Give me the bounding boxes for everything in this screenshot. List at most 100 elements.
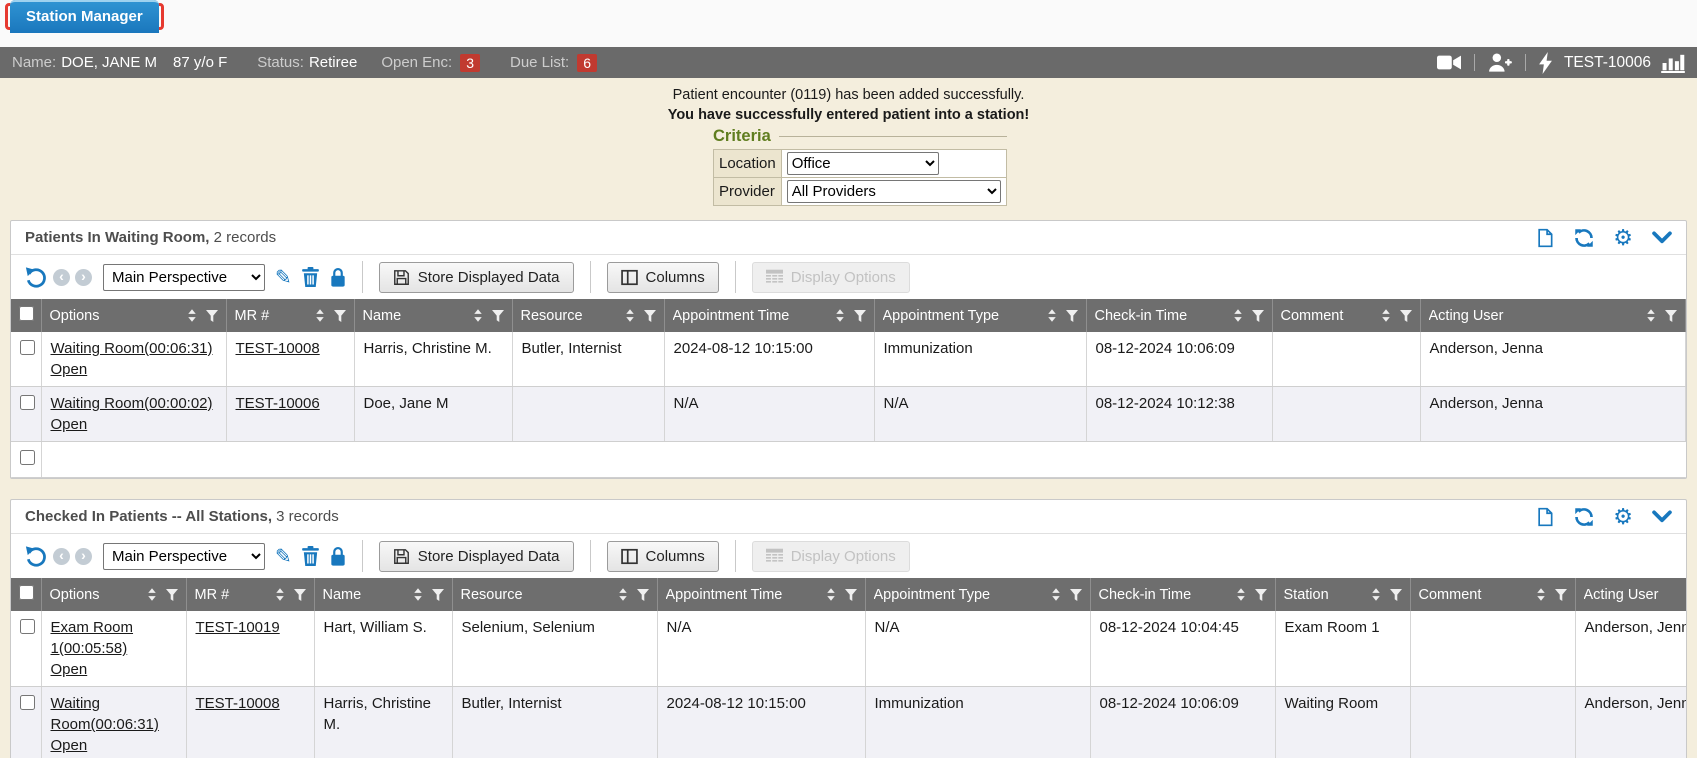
sort-icon[interactable] bbox=[473, 308, 483, 323]
lock-perspective-icon[interactable] bbox=[330, 546, 346, 566]
sort-icon[interactable] bbox=[187, 308, 197, 323]
lightning-bolt-icon[interactable] bbox=[1539, 52, 1552, 74]
collapse-chevron-icon[interactable] bbox=[1652, 231, 1672, 244]
columns-button[interactable]: Columns bbox=[606, 540, 719, 572]
filter-icon[interactable] bbox=[1066, 310, 1078, 322]
video-camera-icon[interactable] bbox=[1437, 55, 1461, 70]
station-link[interactable]: Waiting Room(00:00:02) bbox=[50, 395, 213, 412]
filter-icon[interactable] bbox=[1555, 589, 1567, 601]
filter-icon[interactable] bbox=[1070, 589, 1082, 601]
footer-checkbox[interactable] bbox=[20, 450, 35, 465]
sort-icon[interactable] bbox=[1236, 587, 1246, 602]
sort-icon[interactable] bbox=[1371, 587, 1381, 602]
row-checkbox[interactable] bbox=[20, 340, 35, 355]
bar-chart-icon[interactable] bbox=[1661, 53, 1685, 73]
sort-icon[interactable] bbox=[413, 587, 423, 602]
new-document-icon[interactable] bbox=[1535, 228, 1555, 248]
column-header-station[interactable]: Station bbox=[1275, 578, 1411, 611]
refresh-icon[interactable] bbox=[1574, 228, 1594, 248]
filter-icon[interactable] bbox=[166, 589, 178, 601]
sort-icon[interactable] bbox=[835, 308, 845, 323]
column-header-acting-user[interactable]: Acting User bbox=[1575, 578, 1686, 611]
sort-icon[interactable] bbox=[275, 587, 285, 602]
store-displayed-data-button[interactable]: Store Displayed Data bbox=[378, 540, 574, 572]
filter-icon[interactable] bbox=[637, 589, 649, 601]
column-header-acting-user[interactable]: Acting User bbox=[1420, 299, 1686, 332]
undo-icon[interactable] bbox=[25, 545, 47, 567]
gear-icon[interactable]: ⚙ bbox=[1613, 224, 1633, 250]
filter-icon[interactable] bbox=[854, 310, 866, 322]
sort-icon[interactable] bbox=[1233, 308, 1243, 323]
filter-icon[interactable] bbox=[1255, 589, 1267, 601]
filter-icon[interactable] bbox=[206, 310, 218, 322]
mr-link[interactable]: TEST-10006 bbox=[235, 395, 320, 412]
collapse-chevron-icon[interactable] bbox=[1652, 510, 1672, 523]
open-link[interactable]: Open bbox=[50, 361, 88, 378]
station-link[interactable]: Waiting Room(00:06:31) bbox=[50, 340, 213, 357]
station-link[interactable]: Waiting Room(00:06:31) bbox=[50, 695, 159, 733]
sort-icon[interactable] bbox=[1047, 308, 1057, 323]
column-header-comment[interactable]: Comment bbox=[1410, 578, 1576, 611]
edit-perspective-icon[interactable]: ✎ bbox=[275, 266, 292, 289]
column-header-checkin[interactable]: Check-in Time bbox=[1086, 299, 1273, 332]
open-link[interactable]: Open bbox=[50, 661, 88, 678]
due-list-badge[interactable]: 6 bbox=[577, 53, 597, 72]
column-header-appt-time[interactable]: Appointment Time bbox=[664, 299, 875, 332]
column-header-appt-type[interactable]: Appointment Type bbox=[874, 299, 1087, 332]
filter-icon[interactable] bbox=[1390, 589, 1402, 601]
sort-icon[interactable] bbox=[1381, 308, 1391, 323]
perspective-select[interactable]: Main Perspective bbox=[103, 542, 265, 570]
open-link[interactable]: Open bbox=[50, 416, 88, 433]
filter-icon[interactable] bbox=[334, 310, 346, 322]
undo-icon[interactable] bbox=[25, 266, 47, 288]
lock-perspective-icon[interactable] bbox=[330, 267, 346, 287]
column-header-comment[interactable]: Comment bbox=[1272, 299, 1421, 332]
sort-icon[interactable] bbox=[147, 587, 157, 602]
person-add-icon[interactable] bbox=[1488, 53, 1512, 73]
filter-icon[interactable] bbox=[1400, 310, 1412, 322]
open-enc-badge[interactable]: 3 bbox=[460, 53, 480, 72]
filter-icon[interactable] bbox=[432, 589, 444, 601]
refresh-icon[interactable] bbox=[1574, 507, 1594, 527]
store-displayed-data-button[interactable]: Store Displayed Data bbox=[378, 261, 574, 293]
row-checkbox[interactable] bbox=[20, 395, 35, 410]
gear-icon[interactable]: ⚙ bbox=[1613, 503, 1633, 529]
mr-link[interactable]: TEST-10019 bbox=[195, 619, 280, 636]
sort-icon[interactable] bbox=[1646, 308, 1656, 323]
station-link[interactable]: Exam Room 1(00:05:58) bbox=[50, 619, 134, 657]
mr-link[interactable]: TEST-10008 bbox=[195, 695, 280, 712]
column-header-appt-time[interactable]: Appointment Time bbox=[657, 578, 866, 611]
column-header-name[interactable]: Name bbox=[314, 578, 453, 611]
edit-perspective-icon[interactable]: ✎ bbox=[275, 545, 292, 568]
column-header-resource[interactable]: Resource bbox=[452, 578, 658, 611]
sort-icon[interactable] bbox=[826, 587, 836, 602]
select-all-checkbox[interactable] bbox=[19, 306, 34, 321]
perspective-select[interactable]: Main Perspective bbox=[103, 263, 265, 291]
sort-icon[interactable] bbox=[625, 308, 635, 323]
filter-icon[interactable] bbox=[845, 589, 857, 601]
delete-perspective-icon[interactable] bbox=[302, 267, 319, 287]
filter-icon[interactable] bbox=[1665, 310, 1677, 322]
row-checkbox[interactable] bbox=[20, 619, 35, 634]
filter-icon[interactable] bbox=[644, 310, 656, 322]
sort-icon[interactable] bbox=[618, 587, 628, 602]
new-document-icon[interactable] bbox=[1535, 507, 1555, 527]
tab-station-manager[interactable]: Station Manager bbox=[10, 0, 159, 33]
location-select[interactable]: Office bbox=[786, 152, 939, 175]
row-checkbox[interactable] bbox=[20, 695, 35, 710]
delete-perspective-icon[interactable] bbox=[302, 546, 319, 566]
filter-icon[interactable] bbox=[492, 310, 504, 322]
column-header-mr[interactable]: MR # bbox=[226, 299, 355, 332]
mr-link[interactable]: TEST-10008 bbox=[235, 340, 320, 357]
select-all-checkbox[interactable] bbox=[19, 585, 34, 600]
columns-button[interactable]: Columns bbox=[606, 261, 719, 293]
column-header-name[interactable]: Name bbox=[354, 299, 513, 332]
column-header-options[interactable]: Options bbox=[41, 578, 187, 611]
sort-icon[interactable] bbox=[1536, 587, 1546, 602]
open-link[interactable]: Open bbox=[50, 737, 88, 754]
column-header-options[interactable]: Options bbox=[41, 299, 227, 332]
column-header-checkin[interactable]: Check-in Time bbox=[1090, 578, 1276, 611]
column-header-appt-type[interactable]: Appointment Type bbox=[865, 578, 1091, 611]
sort-icon[interactable] bbox=[315, 308, 325, 323]
sort-icon[interactable] bbox=[1051, 587, 1061, 602]
